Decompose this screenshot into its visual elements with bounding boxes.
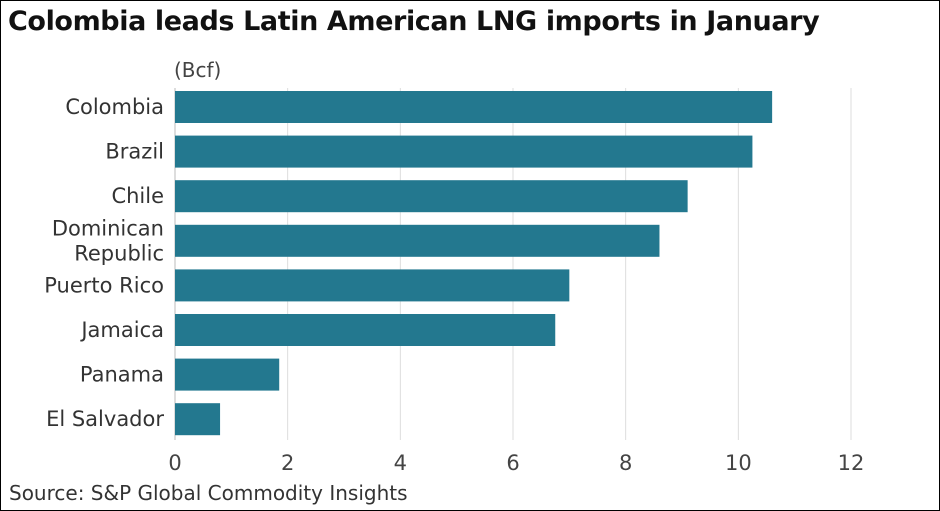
category-label-brazil: Brazil: [105, 140, 164, 164]
category-label-chile: Chile: [111, 184, 164, 208]
chart-title: Colombia leads Latin American LNG import…: [8, 6, 820, 37]
x-tick-label-2: 2: [281, 451, 294, 475]
x-tick-label-4: 4: [394, 451, 407, 475]
category-label-panama: Panama: [80, 363, 164, 387]
category-label-jamaica: Jamaica: [79, 318, 164, 342]
category-label-dominican-republic-line-2: Republic: [74, 241, 164, 265]
bar-dominican-republic: [175, 224, 660, 257]
unit-label: (Bcf): [174, 58, 222, 82]
x-tick-label-12: 12: [838, 451, 865, 475]
category-label-colombia: Colombia: [65, 95, 164, 119]
category-label-dominican-republic-line-1: Dominican: [52, 216, 164, 240]
x-tick-label-8: 8: [619, 451, 632, 475]
bar-el-salvador: [175, 403, 221, 436]
x-tick-label-10: 10: [725, 451, 752, 475]
x-tick-label-0: 0: [168, 451, 181, 475]
bar-puerto-rico: [175, 269, 570, 302]
source-note: Source: S&P Global Commodity Insights: [9, 481, 408, 505]
x-tick-label-6: 6: [506, 451, 519, 475]
bar-jamaica: [175, 314, 556, 346]
bar-colombia: [175, 91, 773, 123]
category-label-puerto-rico: Puerto Rico: [44, 273, 164, 297]
bar-chile: [175, 180, 688, 213]
bar-panama: [175, 358, 280, 391]
bar-brazil: [175, 135, 753, 168]
category-label-el-salvador: El Salvador: [46, 407, 164, 431]
